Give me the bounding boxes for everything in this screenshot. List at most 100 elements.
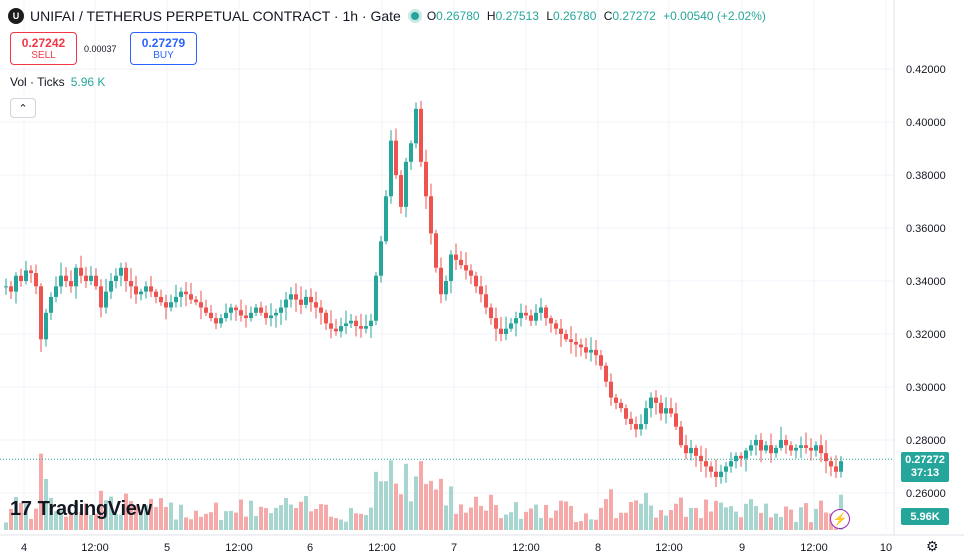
volume-bar xyxy=(749,499,753,530)
volume-bar xyxy=(774,513,778,530)
sell-label: SELL xyxy=(31,50,56,61)
candle-body xyxy=(609,381,613,398)
candle-body xyxy=(134,286,138,295)
candle-body xyxy=(444,281,448,295)
market-open-icon xyxy=(410,12,419,20)
candle-body xyxy=(524,312,528,316)
candle-body xyxy=(164,302,168,308)
volume-value-tag: 5.96K xyxy=(901,508,949,525)
time-tick-label: 12:00 xyxy=(655,542,683,554)
buy-button[interactable]: 0.27279 BUY xyxy=(130,32,197,65)
candle-body xyxy=(219,318,223,324)
volume-bar xyxy=(799,507,803,530)
candle-body xyxy=(459,259,463,266)
volume-bar xyxy=(384,481,388,530)
volume-bar xyxy=(459,504,463,530)
volume-bar xyxy=(74,502,78,530)
price-axis[interactable]: 0.42000 0.40000 0.38000 0.36000 0.34000 0.320… xyxy=(906,64,946,500)
volume-bar xyxy=(234,512,238,530)
candle-body xyxy=(664,408,668,414)
candle-body xyxy=(229,307,233,313)
volume-bar xyxy=(244,516,248,530)
volume-bar xyxy=(739,517,743,530)
volume-bar xyxy=(649,505,653,530)
candle-body xyxy=(669,408,673,414)
volume-bar xyxy=(19,502,23,530)
candle-body xyxy=(774,447,778,454)
candle-body xyxy=(104,291,108,308)
volume-bar xyxy=(479,505,483,530)
sell-button[interactable]: 0.27242 SELL xyxy=(10,32,77,65)
price-tick-label: 0.26000 xyxy=(906,488,946,500)
volume-bar xyxy=(539,517,543,530)
volume-bar xyxy=(394,483,398,530)
candle-body xyxy=(824,453,828,462)
volume-legend[interactable]: Vol · Ticks 5.96 K xyxy=(10,75,105,89)
volume-bar xyxy=(159,498,163,530)
time-tick-label: 12:00 xyxy=(81,542,109,554)
candle-body xyxy=(299,299,303,305)
candle-body xyxy=(339,326,343,332)
candle-body xyxy=(789,445,793,451)
tradingview-logo[interactable]: 17 TradingView xyxy=(10,498,152,521)
volume-bar xyxy=(334,518,338,530)
symbol-logo: U xyxy=(8,8,24,24)
volume-bar xyxy=(224,511,228,530)
candle-body xyxy=(604,365,608,382)
volume-bar xyxy=(554,510,558,530)
ohlc-close-key: C xyxy=(603,9,613,23)
volume-bar xyxy=(54,511,58,530)
volume-bar xyxy=(644,492,648,530)
price-tick-label: 0.42000 xyxy=(906,64,946,76)
volume-bar xyxy=(89,515,93,530)
symbol-title[interactable]: UNIFAI / TETHERUS PERPETUAL CONTRACT · 1… xyxy=(30,8,401,24)
candle-body xyxy=(529,315,533,321)
candle-body xyxy=(254,307,258,313)
volume-bar xyxy=(684,516,688,530)
candle-body xyxy=(144,286,148,292)
volume-bar xyxy=(809,522,813,530)
volume-bar xyxy=(209,512,213,530)
candle-body xyxy=(159,296,163,303)
candle-body xyxy=(319,307,323,313)
volume-bar xyxy=(329,516,333,530)
volume-bar xyxy=(364,514,368,530)
volume-bar xyxy=(769,517,773,530)
price-tick-label: 0.38000 xyxy=(906,170,946,182)
candle-body xyxy=(749,445,753,451)
time-axis[interactable]: 4 12:00 5 12:00 6 12:00 7 12:00 8 12:00 9 12:00 10 xyxy=(21,542,892,554)
candle-body xyxy=(819,445,823,454)
volume-bar xyxy=(304,496,308,530)
volume-bar xyxy=(69,512,73,530)
volume-bar xyxy=(214,502,218,530)
volume-bar xyxy=(779,516,783,530)
candle-body xyxy=(29,270,33,274)
candle-body xyxy=(19,275,23,282)
volume-bar xyxy=(64,516,68,530)
volume-bar xyxy=(274,507,278,530)
candle-body xyxy=(754,439,758,446)
volume-bar xyxy=(134,505,138,530)
volume-bar xyxy=(689,507,693,530)
gear-icon[interactable]: ⚙ xyxy=(926,538,939,554)
candle-body xyxy=(269,315,273,319)
lightning-icon[interactable]: ⚡ xyxy=(830,509,850,529)
chevron-up-icon[interactable]: ⌃ xyxy=(10,98,36,118)
volume-bar xyxy=(264,508,268,530)
candle-body xyxy=(834,466,838,472)
candle-body xyxy=(439,267,443,295)
candle-body xyxy=(569,339,573,342)
candle-body xyxy=(54,286,58,297)
volume-bar xyxy=(434,489,438,530)
volume-bar xyxy=(514,502,518,530)
candle-body xyxy=(519,312,523,319)
candle-body xyxy=(259,307,263,313)
volume-bar xyxy=(744,503,748,530)
volume-bar xyxy=(199,516,203,530)
volume-bar xyxy=(669,510,673,530)
volume-bar xyxy=(124,493,128,530)
candle-body xyxy=(554,323,558,329)
ohlc-close-value: 0.27272 xyxy=(612,9,656,23)
candle-body xyxy=(224,312,228,319)
